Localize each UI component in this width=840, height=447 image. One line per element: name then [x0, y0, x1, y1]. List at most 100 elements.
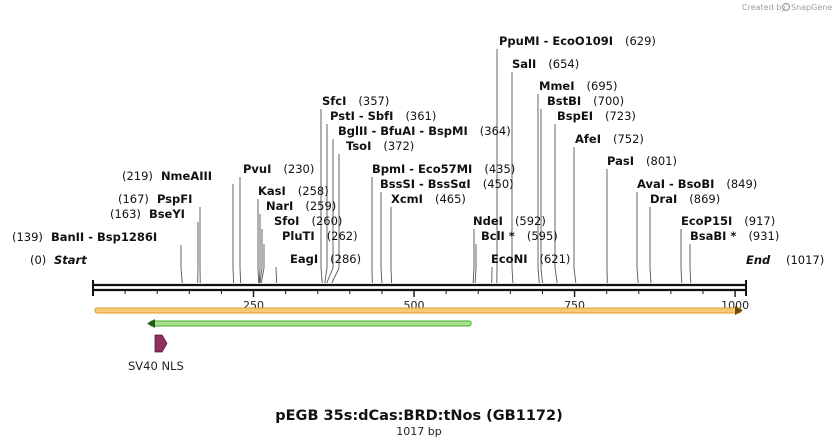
restriction-site-label[interactable]: MmeI (695): [539, 79, 617, 93]
restriction-site-label[interactable]: EcoNI (621): [491, 252, 570, 266]
orange-arrow-head-icon: [735, 306, 743, 315]
site-connector: [573, 147, 577, 284]
site-enzyme-names: PpuMI - EcoO109I: [499, 34, 613, 48]
site-connector: [380, 192, 383, 284]
site-enzyme-names: PasI: [607, 154, 634, 168]
restriction-site-label[interactable]: SfcI (357): [322, 94, 389, 108]
restriction-site-label[interactable]: EcoP15I (917): [681, 214, 775, 228]
site-position: (262): [327, 229, 358, 243]
snapgene-logo-icon: [781, 2, 791, 12]
site-enzyme-names: NarI: [266, 199, 293, 213]
site-connector: [320, 109, 323, 284]
restriction-site-label[interactable]: BglII - BfuAI - BspMI (364): [338, 124, 511, 138]
site-connector: [554, 124, 558, 284]
restriction-site-label[interactable]: SfoI (260): [274, 214, 342, 228]
site-enzyme-names: PspFI: [157, 192, 192, 206]
restriction-site-label[interactable]: PstI - SbfI (361): [330, 109, 436, 123]
site-connector: [239, 177, 242, 284]
site-position: (163): [110, 207, 141, 221]
site-position: (595): [527, 229, 558, 243]
restriction-site-label[interactable]: AfeI (752): [575, 132, 644, 146]
site-enzyme-names: EagI: [290, 252, 318, 266]
restriction-site-label[interactable]: PluTI (262): [282, 229, 358, 243]
restriction-site-label[interactable]: PvuI (230): [243, 162, 314, 176]
site-connector: [472, 229, 475, 284]
restriction-site-label[interactable]: NdeI (592): [473, 214, 546, 228]
restriction-site-label[interactable]: (163) BseYI: [110, 207, 185, 221]
restriction-site-label[interactable]: BpmI - Eco57MI (435): [372, 162, 515, 176]
site-position: (629): [625, 34, 656, 48]
site-enzyme-names: EcoP15I: [681, 214, 732, 228]
site-position: (931): [748, 229, 779, 243]
site-enzyme-names: AfeI: [575, 132, 601, 146]
restriction-site-label[interactable]: AvaI - BsoBI (849): [637, 177, 757, 191]
site-connector: [324, 124, 328, 284]
site-enzyme-names: BspEI: [557, 109, 593, 123]
site-enzyme-names: BstBI: [547, 94, 581, 108]
site-enzyme-names: BanII - Bsp1286I: [51, 230, 157, 244]
site-position: (695): [587, 79, 618, 93]
site-position: (654): [548, 57, 579, 71]
site-position: (465): [435, 192, 466, 206]
restriction-site-label[interactable]: NarI (259): [266, 199, 336, 213]
site-position: (230): [283, 162, 314, 176]
site-position: (621): [539, 252, 570, 266]
restriction-site-label[interactable]: DraI (869): [650, 192, 720, 206]
site-connector: [331, 154, 340, 284]
start-position: (0): [30, 253, 46, 267]
site-position: (372): [383, 139, 414, 153]
site-position: (723): [605, 109, 636, 123]
restriction-site-label[interactable]: BstBI (700): [547, 94, 624, 108]
orange-feature-arrow[interactable]: [94, 306, 743, 315]
site-connector: [649, 207, 652, 284]
start-marker: (0) Start: [30, 253, 87, 267]
site-connector: [390, 207, 393, 284]
restriction-site-label[interactable]: BspEI (723): [557, 109, 636, 123]
restriction-site-label[interactable]: PasI (801): [607, 154, 677, 168]
plasmid-size: 1017 bp: [396, 425, 441, 438]
restriction-site-label[interactable]: BsaBI * (931): [690, 229, 779, 243]
restriction-site-label[interactable]: KasI (258): [258, 184, 329, 198]
site-enzyme-names: DraI: [650, 192, 677, 206]
site-position: (849): [726, 177, 757, 191]
site-enzyme-names: AvaI - BsoBI: [637, 177, 714, 191]
restriction-site-label[interactable]: SalI (654): [512, 57, 579, 71]
site-labels: (139) BanII - Bsp1286I (163) BseYI(167) PspF…: [12, 34, 779, 266]
site-enzyme-names: SfoI: [274, 214, 299, 228]
restriction-site-label[interactable]: BssSI - BssSαI (450): [380, 177, 514, 191]
restriction-site-label[interactable]: (139) BanII - Bsp1286I: [12, 230, 157, 244]
site-enzyme-names: BpmI - Eco57MI: [372, 162, 472, 176]
site-connector: [636, 192, 639, 284]
site-connector: [260, 244, 265, 284]
site-position: (801): [646, 154, 677, 168]
restriction-site-label[interactable]: (167) PspFI: [118, 192, 192, 206]
restriction-site-label[interactable]: BclI * (595): [481, 229, 558, 243]
restriction-site-label[interactable]: TsoI (372): [346, 139, 414, 153]
sv40-nls-feature[interactable]: SV40 NLS: [128, 334, 184, 373]
site-enzyme-names: SalI: [512, 57, 536, 71]
site-enzyme-names: BseYI: [149, 207, 185, 221]
site-enzyme-names: BsaBI *: [690, 229, 736, 243]
backbone: [92, 280, 747, 296]
site-connector: [275, 267, 278, 284]
restriction-site-label[interactable]: PpuMI - EcoO109I (629): [499, 34, 656, 48]
site-enzyme-names: BglII - BfuAI - BspMI: [338, 124, 468, 138]
restriction-site-label[interactable]: (219) NmeAIII: [122, 169, 212, 183]
site-position: (258): [298, 184, 329, 198]
site-enzyme-names: PvuI: [243, 162, 271, 176]
restriction-site-label[interactable]: XcmI (465): [391, 192, 466, 206]
site-connector: [680, 229, 683, 284]
site-enzyme-names: PluTI: [282, 229, 315, 243]
green-feature-arrow[interactable]: [147, 319, 472, 328]
sv40-nls-arrow-icon: [154, 334, 168, 353]
site-position: (364): [480, 124, 511, 138]
site-connector: [511, 72, 514, 284]
site-lines: [180, 49, 692, 284]
site-connector: [180, 245, 183, 284]
site-enzyme-names: PstI - SbfI: [330, 109, 393, 123]
end-position: (1017): [786, 253, 824, 267]
restriction-site-label[interactable]: EagI (286): [290, 252, 361, 266]
end-label: End: [746, 253, 771, 267]
site-connector: [326, 139, 334, 284]
